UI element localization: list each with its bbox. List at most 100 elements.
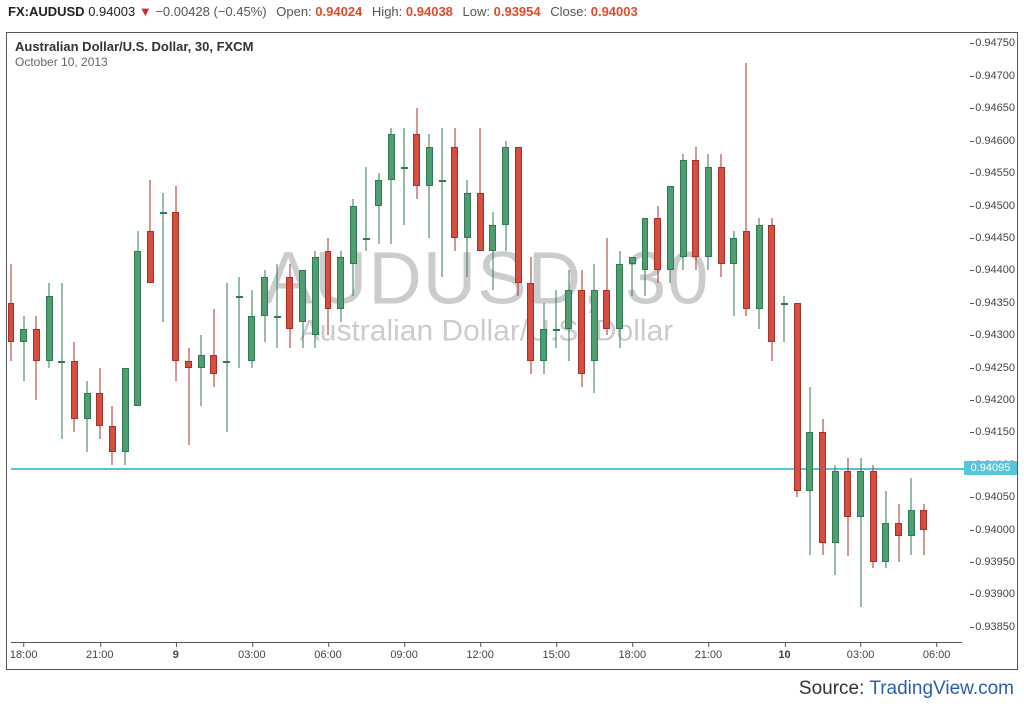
candle[interactable] <box>160 37 167 643</box>
symbol: FX:AUDUSD <box>8 4 85 19</box>
candle[interactable] <box>299 37 306 643</box>
last-price: 0.94003 <box>88 4 135 19</box>
source-link[interactable]: TradingView.com <box>869 678 1014 699</box>
candle[interactable] <box>109 37 116 643</box>
close-value: 0.94003 <box>591 4 638 19</box>
candle[interactable] <box>502 37 509 643</box>
candle[interactable] <box>33 37 40 643</box>
y-tick: 0.93950 <box>975 556 1015 568</box>
candle[interactable] <box>439 37 446 643</box>
candle[interactable] <box>515 37 522 643</box>
candle[interactable] <box>832 37 839 643</box>
candle[interactable] <box>261 37 268 643</box>
candle[interactable] <box>895 37 902 643</box>
quote-header: FX:AUDUSD 0.94003 ▼ −0.00428 (−0.45%) Op… <box>8 4 1016 24</box>
candle[interactable] <box>286 37 293 643</box>
candle[interactable] <box>210 37 217 643</box>
y-tick: 0.94750 <box>975 37 1015 49</box>
candle[interactable] <box>642 37 649 643</box>
candle[interactable] <box>844 37 851 643</box>
candle[interactable] <box>122 37 129 643</box>
x-tick: 10 <box>778 643 790 661</box>
x-tick: 15:00 <box>542 643 570 661</box>
candle[interactable] <box>743 37 750 643</box>
candle[interactable] <box>527 37 534 643</box>
candle[interactable] <box>794 37 801 643</box>
candle[interactable] <box>198 37 205 643</box>
candle[interactable] <box>489 37 496 643</box>
candle[interactable] <box>185 37 192 643</box>
change: −0.00428 (−0.45%) <box>155 4 266 19</box>
candle[interactable] <box>71 37 78 643</box>
plot-area[interactable]: AUDUSD, 30 Australian Dollar/U.S. Dollar… <box>11 37 962 643</box>
candle[interactable] <box>134 37 141 643</box>
candle[interactable] <box>274 37 281 643</box>
candle[interactable] <box>20 37 27 643</box>
candle[interactable] <box>730 37 737 643</box>
candle[interactable] <box>540 37 547 643</box>
candle[interactable] <box>477 37 484 643</box>
candle[interactable] <box>819 37 826 643</box>
candle[interactable] <box>248 37 255 643</box>
candle[interactable] <box>603 37 610 643</box>
candle[interactable] <box>363 37 370 643</box>
candle[interactable] <box>350 37 357 643</box>
candle[interactable] <box>426 37 433 643</box>
candle[interactable] <box>654 37 661 643</box>
candle[interactable] <box>172 37 179 643</box>
x-tick: 9 <box>173 643 179 661</box>
candle[interactable] <box>629 37 636 643</box>
candle[interactable] <box>680 37 687 643</box>
x-tick: 03:00 <box>238 643 266 661</box>
candle[interactable] <box>325 37 332 643</box>
candle[interactable] <box>756 37 763 643</box>
candle[interactable] <box>553 37 560 643</box>
candle[interactable] <box>692 37 699 643</box>
y-tick: 0.94150 <box>975 426 1015 438</box>
close-label: Close: <box>550 4 587 19</box>
candle[interactable] <box>312 37 319 643</box>
price-tag: 0.94095 <box>964 461 1017 475</box>
candle[interactable] <box>223 37 230 643</box>
x-tick: 12:00 <box>466 643 494 661</box>
x-tick: 06:00 <box>314 643 342 661</box>
y-tick: 0.94000 <box>975 524 1015 536</box>
candle[interactable] <box>781 37 788 643</box>
candle[interactable] <box>565 37 572 643</box>
candle[interactable] <box>920 37 927 643</box>
candle[interactable] <box>857 37 864 643</box>
candle[interactable] <box>337 37 344 643</box>
chart-frame[interactable]: Australian Dollar/U.S. Dollar, 30, FXCM … <box>6 32 1018 670</box>
candle[interactable] <box>451 37 458 643</box>
candle[interactable] <box>806 37 813 643</box>
candle[interactable] <box>147 37 154 643</box>
candle[interactable] <box>46 37 53 643</box>
candle[interactable] <box>718 37 725 643</box>
x-tick: 06:00 <box>923 643 951 661</box>
y-tick: 0.94650 <box>975 102 1015 114</box>
candle[interactable] <box>236 37 243 643</box>
x-tick: 21:00 <box>695 643 723 661</box>
candle[interactable] <box>591 37 598 643</box>
candle[interactable] <box>882 37 889 643</box>
candle[interactable] <box>578 37 585 643</box>
candle[interactable] <box>401 37 408 643</box>
candle[interactable] <box>96 37 103 643</box>
x-tick: 18:00 <box>10 643 38 661</box>
candle[interactable] <box>84 37 91 643</box>
candle[interactable] <box>667 37 674 643</box>
candle[interactable] <box>908 37 915 643</box>
candle[interactable] <box>8 37 15 643</box>
candle[interactable] <box>768 37 775 643</box>
candle[interactable] <box>58 37 65 643</box>
candle[interactable] <box>705 37 712 643</box>
candle[interactable] <box>413 37 420 643</box>
candle[interactable] <box>464 37 471 643</box>
candle[interactable] <box>375 37 382 643</box>
low-label: Low: <box>463 4 490 19</box>
x-tick: 09:00 <box>390 643 418 661</box>
x-tick: 21:00 <box>86 643 114 661</box>
candle[interactable] <box>616 37 623 643</box>
candle[interactable] <box>388 37 395 643</box>
candle[interactable] <box>870 37 877 643</box>
